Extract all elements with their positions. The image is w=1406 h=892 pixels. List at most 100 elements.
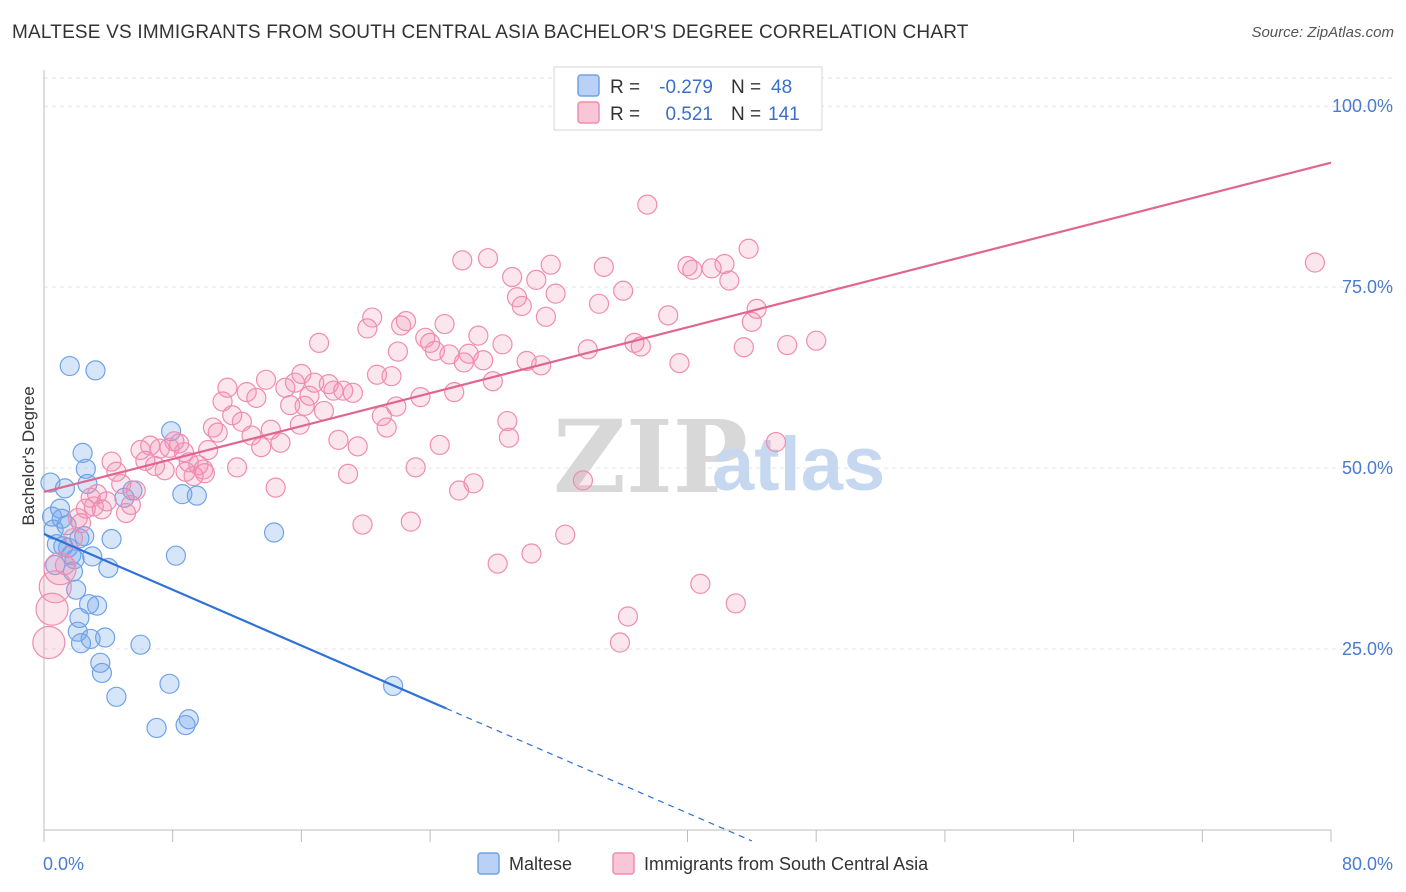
legend-r-value-immigrants: 0.521 bbox=[665, 104, 713, 125]
point-pink-126 bbox=[738, 238, 759, 259]
point-pink-138 bbox=[387, 341, 409, 362]
point-blue-14 bbox=[70, 633, 92, 654]
point-pink-99 bbox=[511, 295, 532, 317]
point-pink-130 bbox=[777, 334, 798, 356]
point-pink-8 bbox=[75, 498, 96, 519]
point-pink-124 bbox=[725, 593, 746, 614]
point-pink-92 bbox=[477, 248, 499, 269]
point-pink-94 bbox=[487, 553, 508, 574]
trend-line-blue bbox=[43, 532, 447, 710]
point-pink-95 bbox=[492, 334, 513, 355]
point-blue-37 bbox=[178, 709, 199, 730]
point-blue-22 bbox=[90, 652, 111, 673]
point-pink-105 bbox=[540, 254, 561, 275]
legend-box: R = -0.279 N = 48 R = 0.521 N = 141 bbox=[553, 66, 823, 131]
point-pink-116 bbox=[658, 305, 679, 326]
point-blue-44 bbox=[86, 595, 108, 616]
watermark-atlas: atlas bbox=[712, 422, 885, 507]
point-pink-0 bbox=[32, 625, 66, 660]
point-pink-61 bbox=[328, 429, 349, 450]
point-pink-51 bbox=[280, 395, 301, 416]
point-pink-129 bbox=[765, 431, 787, 453]
point-pink-66 bbox=[352, 514, 373, 535]
point-blue-41 bbox=[40, 472, 61, 493]
point-pink-117 bbox=[669, 353, 690, 374]
watermark: ZIP atlas bbox=[553, 398, 885, 516]
point-blue-21 bbox=[85, 360, 106, 381]
point-pink-101 bbox=[521, 543, 542, 564]
point-pink-123 bbox=[719, 270, 740, 291]
point-blue-30 bbox=[130, 634, 151, 655]
x-tick-label-max: 80.0% bbox=[1342, 854, 1393, 874]
point-pink-109 bbox=[588, 293, 610, 314]
point-pink-111 bbox=[609, 632, 631, 653]
point-pink-112 bbox=[613, 280, 634, 301]
trend-line-pink bbox=[43, 161, 1332, 494]
point-blue-45 bbox=[64, 549, 85, 570]
point-pink-110 bbox=[593, 256, 614, 277]
point-pink-55 bbox=[299, 385, 320, 406]
chart-source: Source: ZipAtlas.com bbox=[1251, 24, 1394, 41]
axis-layer bbox=[43, 70, 1332, 842]
point-pink-71 bbox=[376, 417, 397, 438]
point-pink-102 bbox=[526, 269, 547, 291]
point-pink-54 bbox=[294, 395, 315, 416]
bottom-legend-swatch-maltese bbox=[477, 852, 500, 875]
point-pink-122 bbox=[714, 253, 735, 275]
point-blue-26 bbox=[101, 528, 122, 550]
point-pink-57 bbox=[308, 332, 330, 353]
point-pink-132 bbox=[1304, 252, 1326, 273]
point-pink-67 bbox=[357, 318, 378, 339]
point-pink-108 bbox=[577, 339, 598, 360]
point-pink-137 bbox=[291, 363, 312, 385]
point-blue-8 bbox=[59, 355, 80, 377]
point-pink-3 bbox=[43, 552, 77, 586]
point-pink-10 bbox=[83, 496, 104, 517]
point-pink-121 bbox=[701, 258, 722, 279]
point-pink-40 bbox=[226, 457, 248, 478]
point-blue-38 bbox=[186, 485, 207, 506]
point-blue-15 bbox=[72, 442, 93, 463]
bottom-legend-label-maltese: Maltese bbox=[509, 854, 572, 874]
point-blue-35 bbox=[172, 484, 193, 505]
point-pink-131 bbox=[806, 330, 827, 351]
y-tick-label-2: 75.0% bbox=[1342, 277, 1393, 297]
point-pink-120 bbox=[690, 573, 711, 595]
point-blue-20 bbox=[82, 546, 103, 567]
point-pink-38 bbox=[217, 377, 238, 398]
point-blue-19 bbox=[78, 594, 100, 615]
legend-n-label-immigrants: N = bbox=[731, 104, 761, 125]
point-pink-42 bbox=[236, 381, 257, 403]
point-pink-39 bbox=[222, 405, 243, 426]
point-pink-76 bbox=[400, 511, 421, 532]
y-axis-label: Bachelor's Degree bbox=[19, 386, 38, 525]
point-pink-119 bbox=[682, 259, 703, 280]
point-blue-32 bbox=[159, 673, 180, 694]
point-blue-43 bbox=[80, 628, 101, 650]
point-pink-104 bbox=[535, 306, 557, 327]
point-pink-125 bbox=[733, 337, 754, 358]
bottom-legend: Maltese Immigrants from South Central As… bbox=[477, 852, 929, 875]
legend-swatch-maltese bbox=[577, 74, 600, 97]
point-pink-91 bbox=[473, 350, 494, 371]
point-blue-47 bbox=[69, 528, 90, 549]
trend-line-dashed-blue bbox=[445, 707, 753, 842]
legend-r-label-immigrants: R = bbox=[610, 104, 640, 125]
point-blue-27 bbox=[106, 686, 127, 707]
point-pink-89 bbox=[463, 473, 484, 494]
point-pink-115 bbox=[637, 194, 658, 215]
point-pink-46 bbox=[255, 369, 277, 390]
point-pink-133 bbox=[452, 250, 473, 271]
point-pink-96 bbox=[497, 410, 518, 432]
legend-swatch-immigrants bbox=[577, 101, 600, 124]
point-pink-1 bbox=[35, 592, 69, 626]
y-tick-label-3: 100.0% bbox=[1332, 96, 1393, 116]
point-blue-42 bbox=[51, 508, 72, 529]
point-pink-48 bbox=[265, 477, 286, 498]
bottom-legend-swatch-immigrants bbox=[612, 852, 635, 875]
point-pink-65 bbox=[347, 436, 368, 457]
point-blue-13 bbox=[69, 607, 90, 629]
point-pink-68 bbox=[362, 307, 383, 328]
legend-n-value-maltese: 48 bbox=[771, 77, 792, 98]
